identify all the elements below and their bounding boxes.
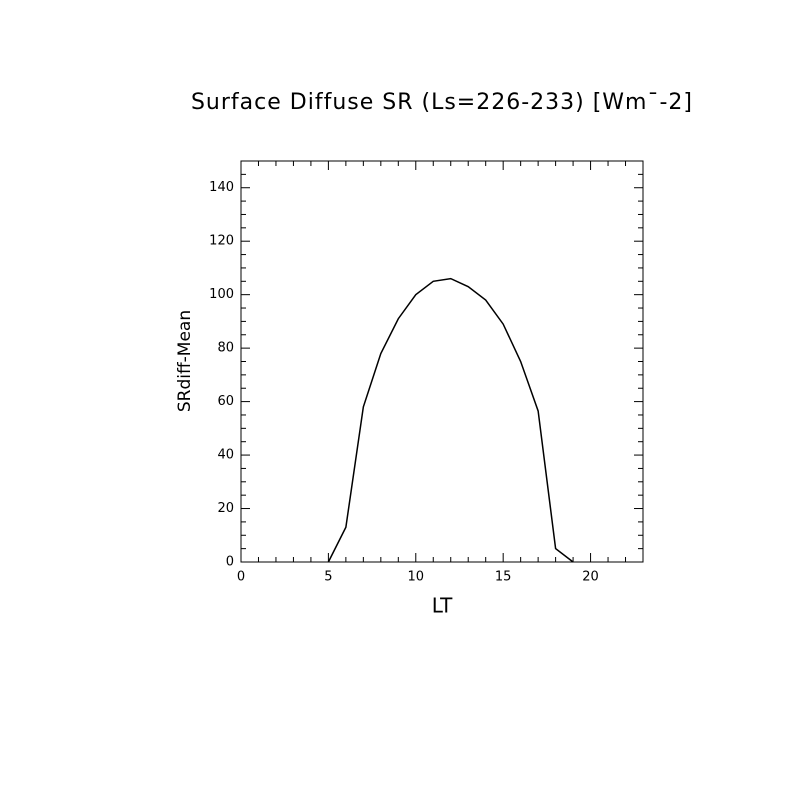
y-tick-label: 80 <box>217 341 234 356</box>
y-axis-label: SRdiff-Mean <box>175 310 195 412</box>
y-tick-label: 120 <box>209 234 234 249</box>
y-tick-label: 60 <box>217 394 234 409</box>
x-tick-label: 10 <box>408 570 425 585</box>
data-line <box>327 277 574 563</box>
x-tick-label: 20 <box>582 570 599 585</box>
y-tick-label: 40 <box>217 448 234 463</box>
y-tick-label: 0 <box>226 555 234 570</box>
y-tick-label: 100 <box>209 287 234 302</box>
x-tick-label: 0 <box>237 570 245 585</box>
y-tick-label: 20 <box>217 501 234 516</box>
y-tick-label: 140 <box>209 180 234 195</box>
chart-title: Surface Diffuse SR (Ls=226-233) [Wm¯-2] <box>191 90 693 115</box>
x-tick-label: 5 <box>324 570 332 585</box>
x-axis-label: LT <box>432 594 453 618</box>
x-tick-label: 15 <box>495 570 512 585</box>
